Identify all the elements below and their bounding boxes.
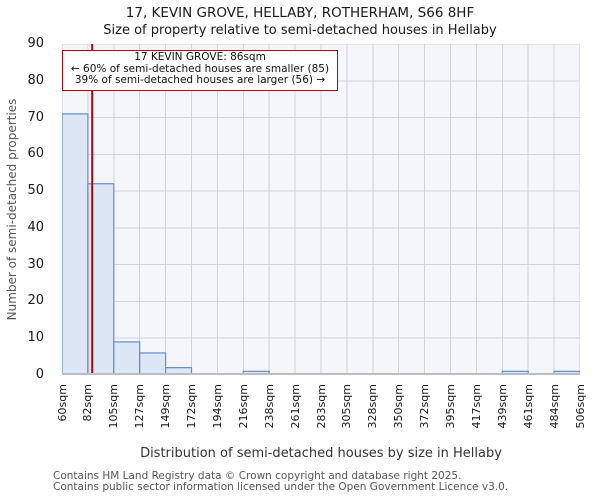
y-tick-label: 30 [27,256,44,272]
x-tick-label: 172sqm [185,384,198,429]
y-tick-label: 70 [27,109,44,125]
x-tick-label: 105sqm [107,384,121,429]
y-tick-label: 40 [27,219,44,235]
y-tick-label: 20 [27,293,44,309]
histogram-bar [113,341,141,375]
y-tick-label: 60 [27,146,44,162]
histogram-bar [62,113,89,375]
x-tick-label: 82sqm [81,384,95,422]
x-axis-title: Distribution of semi-detached houses by … [140,446,502,461]
gridlines [62,44,580,375]
y-tick-label: 50 [27,183,44,199]
x-tick-label: 395sqm [444,384,457,429]
x-axis-line [62,373,580,375]
x-tick-label: 60sqm [55,384,69,422]
x-tick-label: 216sqm [236,384,250,429]
x-tick-label: 149sqm [159,384,173,429]
x-tick-label: 439sqm [495,384,509,429]
chart-title: 17, KEVIN GROVE, HELLABY, ROTHERHAM, S66… [125,5,475,21]
chart-subtitle: Size of property relative to semi-detach… [103,23,497,38]
y-tick-label: 80 [27,72,44,88]
annotation-title: 17 KEVIN GROVE: 86sqm [134,51,266,63]
x-tick-label: 484sqm [547,384,561,429]
x-tick-label: 350sqm [392,384,406,429]
y-tick-label: 90 [27,36,44,51]
annotation-smaller-text: ← 60% of semi-detached houses are smalle… [70,62,330,75]
y-tick-label: 0 [35,367,44,382]
y-axis-label: Number of semi-detached properties [5,98,19,321]
x-tick-label: 417sqm [469,384,483,429]
y-tick-label: 10 [27,330,44,346]
x-tick-label: 238sqm [262,384,276,429]
x-tick-label: 194sqm [210,384,224,429]
footer: Contains HM Land Registry data © Crown c… [53,470,509,494]
x-tick-label: 506sqm [573,384,587,429]
footer-line-1: Contains HM Land Registry data © Crown c… [53,470,462,482]
footer-line-2: Contains public sector information licen… [53,481,509,494]
histogram-svg [62,44,580,375]
x-tick-label: 283sqm [314,384,328,429]
x-tick-label: 127sqm [133,384,147,429]
x-tick-label: 261sqm [288,384,302,429]
annotation-larger-text: 39% of semi-detached houses are larger (… [74,74,326,87]
plot-area [62,44,580,375]
x-tick-label: 328sqm [366,384,380,429]
histogram-bar [139,352,167,375]
x-tick-label: 461sqm [521,384,535,429]
x-tick-label: 372sqm [418,384,432,429]
x-tick-label: 305sqm [340,384,354,429]
annotation-box: 17 KEVIN GROVE: 86sqm ← 60% of semi-deta… [62,50,338,91]
